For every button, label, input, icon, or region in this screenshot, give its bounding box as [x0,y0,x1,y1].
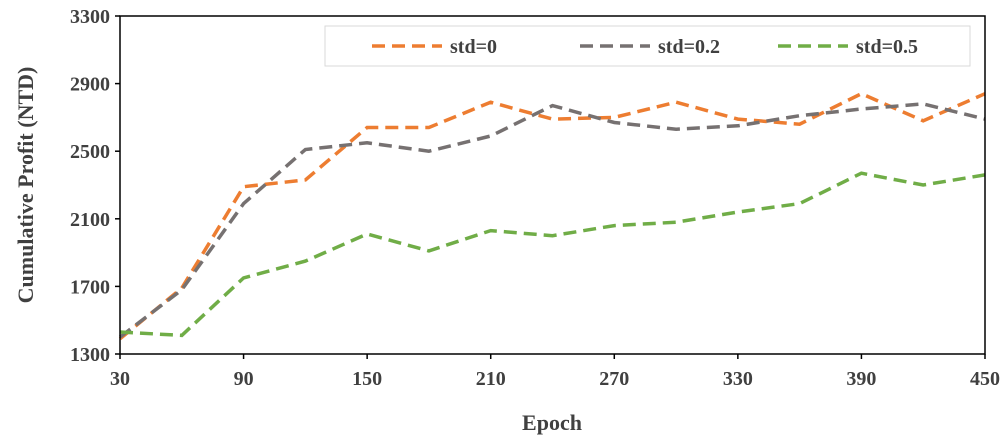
x-tick-label: 150 [352,368,382,390]
y-axis-title: Cumulative Profit (NTD) [13,67,38,304]
series-layer [118,91,986,341]
x-tick-label: 30 [110,368,130,390]
y-axis-ticks: 1300 1700 2100 2500 2900 3300 [70,6,120,366]
series-line-1 [118,91,986,341]
x-tick-label: 210 [476,368,506,390]
legend-label-3: std=0.5 [856,36,918,58]
y-tick-label: 1700 [70,276,110,298]
y-tick-label: 2500 [70,141,110,163]
legend-label-2: std=0.2 [658,36,720,58]
y-tick-label: 3300 [70,6,110,28]
x-tick-label: 390 [846,368,876,390]
legend: std=0 std=0.2 std=0.5 [324,25,971,67]
plot-area-border [119,15,986,355]
x-tick-label: 450 [970,368,1000,390]
y-tick-label: 2900 [70,74,110,96]
legend-label-1: std=0 [450,36,497,58]
y-tick-label: 1300 [70,344,110,366]
x-tick-label: 330 [723,368,753,390]
x-tick-label: 90 [234,368,254,390]
x-tick-label: 270 [599,368,629,390]
series-line-3 [119,171,986,338]
x-axis-ticks: 30 90 150 210 270 330 390 450 [110,354,1000,390]
y-tick-label: 2100 [70,209,110,231]
x-axis-title: Epoch [522,410,582,435]
series-line-2 [118,102,986,339]
